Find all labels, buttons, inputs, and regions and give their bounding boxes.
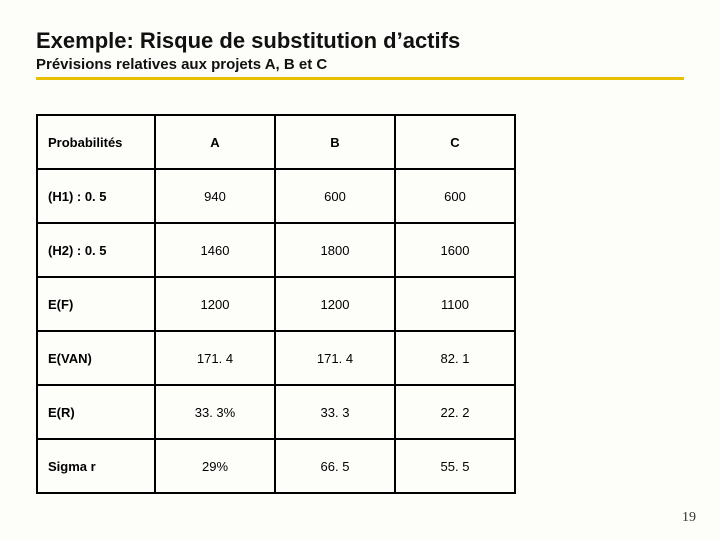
data-table: Probabilités A B C (H1) : 0. 5 940 600 6…	[36, 114, 516, 494]
table-row: E(VAN) 171. 4 171. 4 82. 1	[37, 331, 515, 385]
cell: 1800	[275, 223, 395, 277]
page-subtitle: Prévisions relatives aux projets A, B et…	[36, 56, 684, 73]
page-number: 19	[682, 510, 696, 526]
col-header-a: A	[155, 115, 275, 169]
cell: 66. 5	[275, 439, 395, 493]
table-row: E(F) 1200 1200 1100	[37, 277, 515, 331]
row-label: (H2) : 0. 5	[37, 223, 155, 277]
cell: 82. 1	[395, 331, 515, 385]
row-label: Sigma r	[37, 439, 155, 493]
cell: 1100	[395, 277, 515, 331]
cell: 33. 3%	[155, 385, 275, 439]
title-underline	[36, 77, 684, 80]
cell: 171. 4	[155, 331, 275, 385]
cell: 600	[275, 169, 395, 223]
cell: 171. 4	[275, 331, 395, 385]
cell: 1460	[155, 223, 275, 277]
table-row: E(R) 33. 3% 33. 3 22. 2	[37, 385, 515, 439]
page-title: Exemple: Risque de substitution d’actifs	[36, 28, 684, 54]
data-table-container: Probabilités A B C (H1) : 0. 5 940 600 6…	[36, 114, 684, 494]
cell: 29%	[155, 439, 275, 493]
cell: 600	[395, 169, 515, 223]
table-header-row: Probabilités A B C	[37, 115, 515, 169]
col-header-b: B	[275, 115, 395, 169]
cell: 940	[155, 169, 275, 223]
row-label: (H1) : 0. 5	[37, 169, 155, 223]
table-row: (H1) : 0. 5 940 600 600	[37, 169, 515, 223]
table-row: (H2) : 0. 5 1460 1800 1600	[37, 223, 515, 277]
cell: 33. 3	[275, 385, 395, 439]
cell: 55. 5	[395, 439, 515, 493]
cell: 1200	[275, 277, 395, 331]
table-row: Sigma r 29% 66. 5 55. 5	[37, 439, 515, 493]
cell: 22. 2	[395, 385, 515, 439]
col-header-c: C	[395, 115, 515, 169]
cell: 1600	[395, 223, 515, 277]
row-label: E(VAN)	[37, 331, 155, 385]
col-header-prob: Probabilités	[37, 115, 155, 169]
row-label: E(F)	[37, 277, 155, 331]
row-label: E(R)	[37, 385, 155, 439]
cell: 1200	[155, 277, 275, 331]
